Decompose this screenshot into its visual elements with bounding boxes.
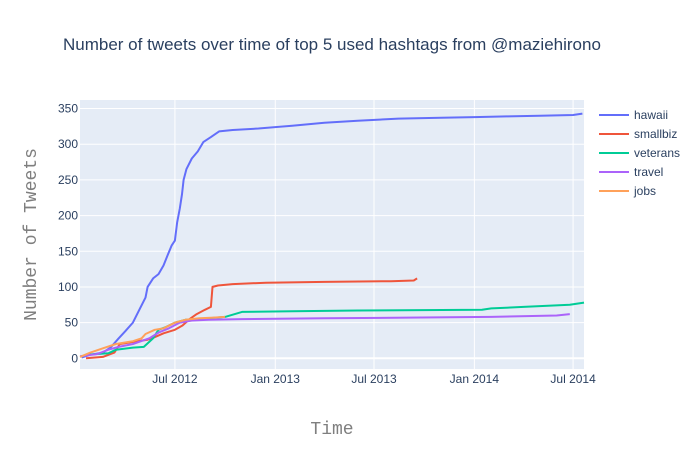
chart-title: Number of tweets over time of top 5 used… [63, 35, 601, 54]
y-tick-label: 350 [58, 102, 78, 116]
y-axis-label: Number of Tweets [22, 148, 42, 321]
series-lines [79, 112, 585, 360]
series-line-hawaii [81, 112, 583, 359]
x-tick-label: Jul 2012 [152, 372, 198, 386]
x-tick-label: Jan 2013 [251, 372, 301, 386]
legend-label-smallbiz: smallbiz [634, 127, 677, 141]
legend-label-hawaii: hawaii [634, 108, 668, 122]
legend-label-veterans: veterans [634, 146, 680, 160]
gridlines [80, 100, 584, 369]
plot-area [80, 100, 584, 369]
legend-label-travel: travel [634, 165, 663, 179]
x-axis-ticks: Jul 2012 Jan 2013 Jul 2013 Jan 2014 Jul 2014 [152, 372, 596, 386]
series-line-travel [79, 313, 570, 358]
y-tick-label: 200 [58, 209, 78, 223]
y-tick-label: 100 [58, 280, 78, 294]
y-tick-label: 250 [58, 173, 78, 187]
x-tick-label: Jul 2014 [550, 372, 596, 386]
y-axis-ticks: 0 50 100 150 200 250 300 350 [58, 102, 78, 366]
legend-label-jobs: jobs [633, 184, 656, 198]
y-tick-label: 300 [58, 137, 78, 151]
x-tick-label: Jan 2014 [450, 372, 500, 386]
legend: hawaii smallbiz veterans travel jobs [599, 108, 680, 198]
y-tick-label: 0 [71, 351, 78, 365]
x-axis-label: Time [310, 420, 353, 440]
series-line-jobs [79, 315, 226, 358]
x-tick-label: Jul 2013 [351, 372, 397, 386]
y-tick-label: 50 [65, 316, 79, 330]
y-tick-label: 150 [58, 244, 78, 258]
